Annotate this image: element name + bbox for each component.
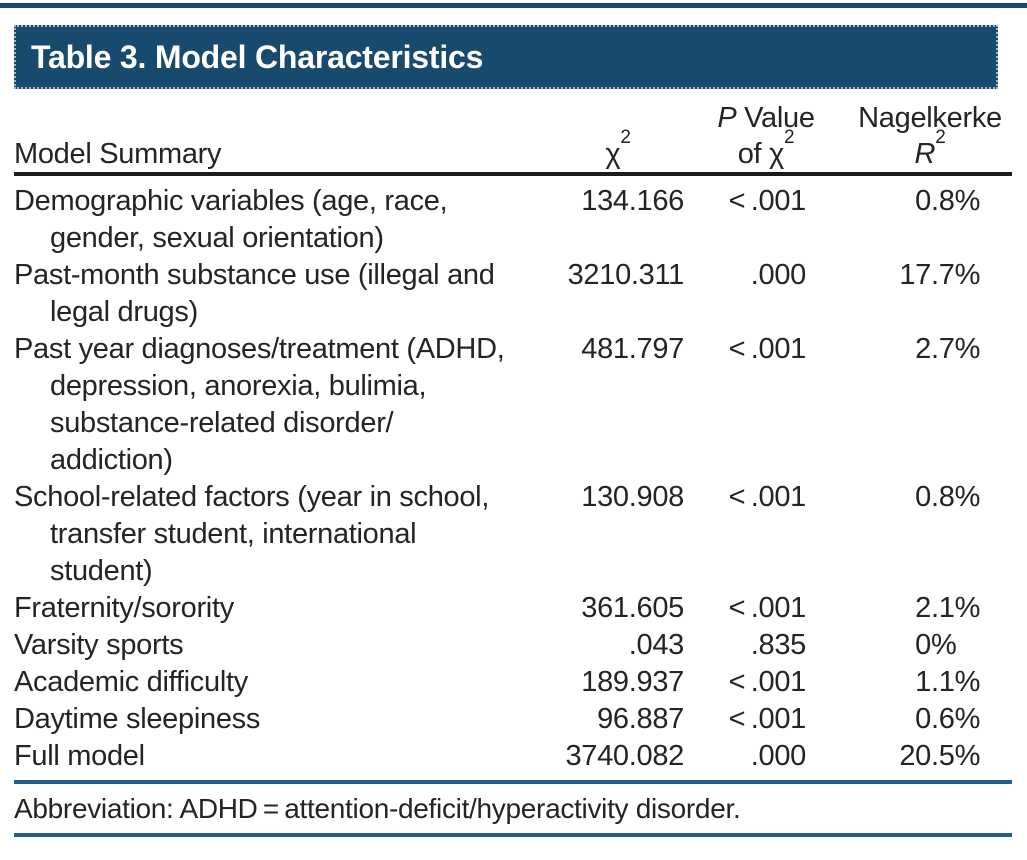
nagelkerke-r2-cell: 0.6% <box>848 701 1012 738</box>
model-summary-line: substance-related disorder/ <box>50 407 394 439</box>
model-summary-line: Fraternity/sorority <box>14 592 234 624</box>
model-summary-cell: Daytime sleepiness <box>14 701 552 738</box>
nagelkerke-r2-cell: 2.1% <box>848 590 1012 627</box>
table-row: Past-month substance use (illegal and leg… <box>14 257 1012 331</box>
chi-square-value: 96.887 <box>597 703 684 735</box>
model-summary-line: Academic difficulty <box>14 666 248 698</box>
p-value-cell: < .001 <box>728 592 807 624</box>
p-value-cell: < .001 <box>728 666 807 698</box>
chi-square-value: 134.166 <box>581 185 684 217</box>
p-value-cell: .000 <box>750 740 807 772</box>
chi-square-value: 361.605 <box>581 592 684 624</box>
column-header-chi-square: χ2 <box>605 127 631 170</box>
table-row: Demographic variables (age, race, gender,… <box>14 183 1012 257</box>
model-summary-cell: Academic difficulty <box>14 664 552 701</box>
chi-square-value: 130.908 <box>581 481 684 513</box>
chi-square-value: 3210.311 <box>567 259 685 291</box>
model-summary-line: student) <box>50 555 153 587</box>
r2-integer-part: 0 <box>915 629 931 661</box>
model-summary-line: Past year diagnoses/treatment (ADHD, <box>14 333 505 365</box>
p-value-cell: < .001 <box>728 481 807 513</box>
table-bottom-rule <box>14 780 1012 784</box>
table-row: Varsity sports .043 .835 0% <box>14 627 1012 664</box>
model-summary-line: Full model <box>14 740 145 772</box>
model-summary-cell: Full model <box>14 738 552 775</box>
r2-integer-part: 0 <box>915 185 931 217</box>
p-value-cell: < .001 <box>728 185 807 217</box>
header-divider-rule <box>14 172 1012 176</box>
p-value-cell: .000 <box>750 259 807 291</box>
r2-fraction-part: .6% <box>931 703 981 735</box>
model-summary-line: transfer student, international <box>50 518 417 550</box>
r2-fraction-part: .5% <box>931 740 981 772</box>
model-summary-cell: Fraternity/sorority <box>14 590 552 627</box>
r2-fraction-part: .8% <box>931 481 981 513</box>
model-summary-line: Past-month substance use (illegal and <box>14 259 495 291</box>
r2-integer-part: 2 <box>915 333 931 365</box>
r2-integer-part: 1 <box>915 666 931 698</box>
model-summary-cell: Demographic variables (age, race, gender,… <box>14 183 552 257</box>
model-summary-cell: School-related factors (year in school, t… <box>14 479 552 590</box>
p-value-cell: < .001 <box>728 333 807 365</box>
table-title-bar: Table 3. Model Characteristics <box>14 25 998 89</box>
page-top-rule <box>0 3 1027 8</box>
column-header-nagelkerke-r2: Nagelkerke R2 <box>858 102 1002 170</box>
r2-fraction-part: % <box>931 629 957 661</box>
chi-square-value: 3740.082 <box>565 740 684 772</box>
model-summary-line: addiction) <box>50 444 173 476</box>
table-title: Table 3. Model Characteristics <box>31 38 484 75</box>
model-summary-line: Demographic variables (age, race, <box>14 185 448 217</box>
r2-integer-part: 2 <box>915 592 931 624</box>
table-row: Daytime sleepiness 96.887 < .001 0.6% <box>14 701 1012 738</box>
r2-integer-part: 0 <box>915 481 931 513</box>
table-body: Demographic variables (age, race, gender,… <box>14 176 1012 775</box>
model-summary-line: gender, sexual orientation) <box>50 222 384 254</box>
model-summary-cell: Past-month substance use (illegal and leg… <box>14 257 552 331</box>
table-row: Full model 3740.082 .000 20.5% <box>14 738 1012 775</box>
model-summary-line: School-related factors (year in school, <box>14 481 490 513</box>
r2-fraction-part: .7% <box>931 333 981 365</box>
table-row: School-related factors (year in school, t… <box>14 479 1012 590</box>
table-column-headers: Model Summary χ2 P Value of χ2 Nagelkerk… <box>14 100 1012 172</box>
r2-integer-part: 0 <box>915 703 931 735</box>
nagelkerke-r2-cell: 2.7% <box>848 331 1012 368</box>
table-row: Academic difficulty 189.937 < .001 1.1% <box>14 664 1012 701</box>
table-row: Past year diagnoses/treatment (ADHD, depr… <box>14 331 1012 479</box>
abbreviation-footnote: Abbreviation: ADHD = attention-deficit/h… <box>14 793 741 824</box>
r2-fraction-part: .8% <box>931 185 981 217</box>
footnote-bottom-rule <box>14 833 1012 837</box>
nagelkerke-r2-cell: 0% <box>848 627 1012 664</box>
r2-fraction-part: .1% <box>931 666 981 698</box>
column-header-model-summary: Model Summary <box>14 138 222 170</box>
model-summary-line: depression, anorexia, bulimia, <box>50 370 427 402</box>
r2-fraction-part: .1% <box>931 592 981 624</box>
nagelkerke-r2-cell: 0.8% <box>848 479 1012 516</box>
r2-integer-part: 17 <box>899 259 931 291</box>
r2-fraction-part: .7% <box>931 259 981 291</box>
nagelkerke-r2-cell: 0.8% <box>848 183 1012 220</box>
table-row: Fraternity/sorority 361.605 < .001 2.1% <box>14 590 1012 627</box>
model-summary-line: Varsity sports <box>14 629 184 661</box>
chi-square-value: 189.937 <box>581 666 684 698</box>
model-summary-cell: Past year diagnoses/treatment (ADHD, depr… <box>14 331 552 479</box>
p-value-cell: .835 <box>750 629 807 661</box>
model-summary-line: Daytime sleepiness <box>14 703 261 735</box>
nagelkerke-r2-cell: 17.7% <box>848 257 1012 294</box>
chi-square-value: 481.797 <box>581 333 684 365</box>
chi-square-value: .043 <box>628 629 685 661</box>
model-summary-line: legal drugs) <box>50 296 198 328</box>
model-summary-cell: Varsity sports <box>14 627 552 664</box>
p-value-cell: < .001 <box>728 703 807 735</box>
column-header-p-value: P Value of χ2 <box>717 102 815 170</box>
nagelkerke-r2-cell: 20.5% <box>848 738 1012 775</box>
nagelkerke-r2-cell: 1.1% <box>848 664 1012 701</box>
r2-integer-part: 20 <box>899 740 931 772</box>
table-figure: Table 3. Model Characteristics Model Sum… <box>14 25 1012 837</box>
